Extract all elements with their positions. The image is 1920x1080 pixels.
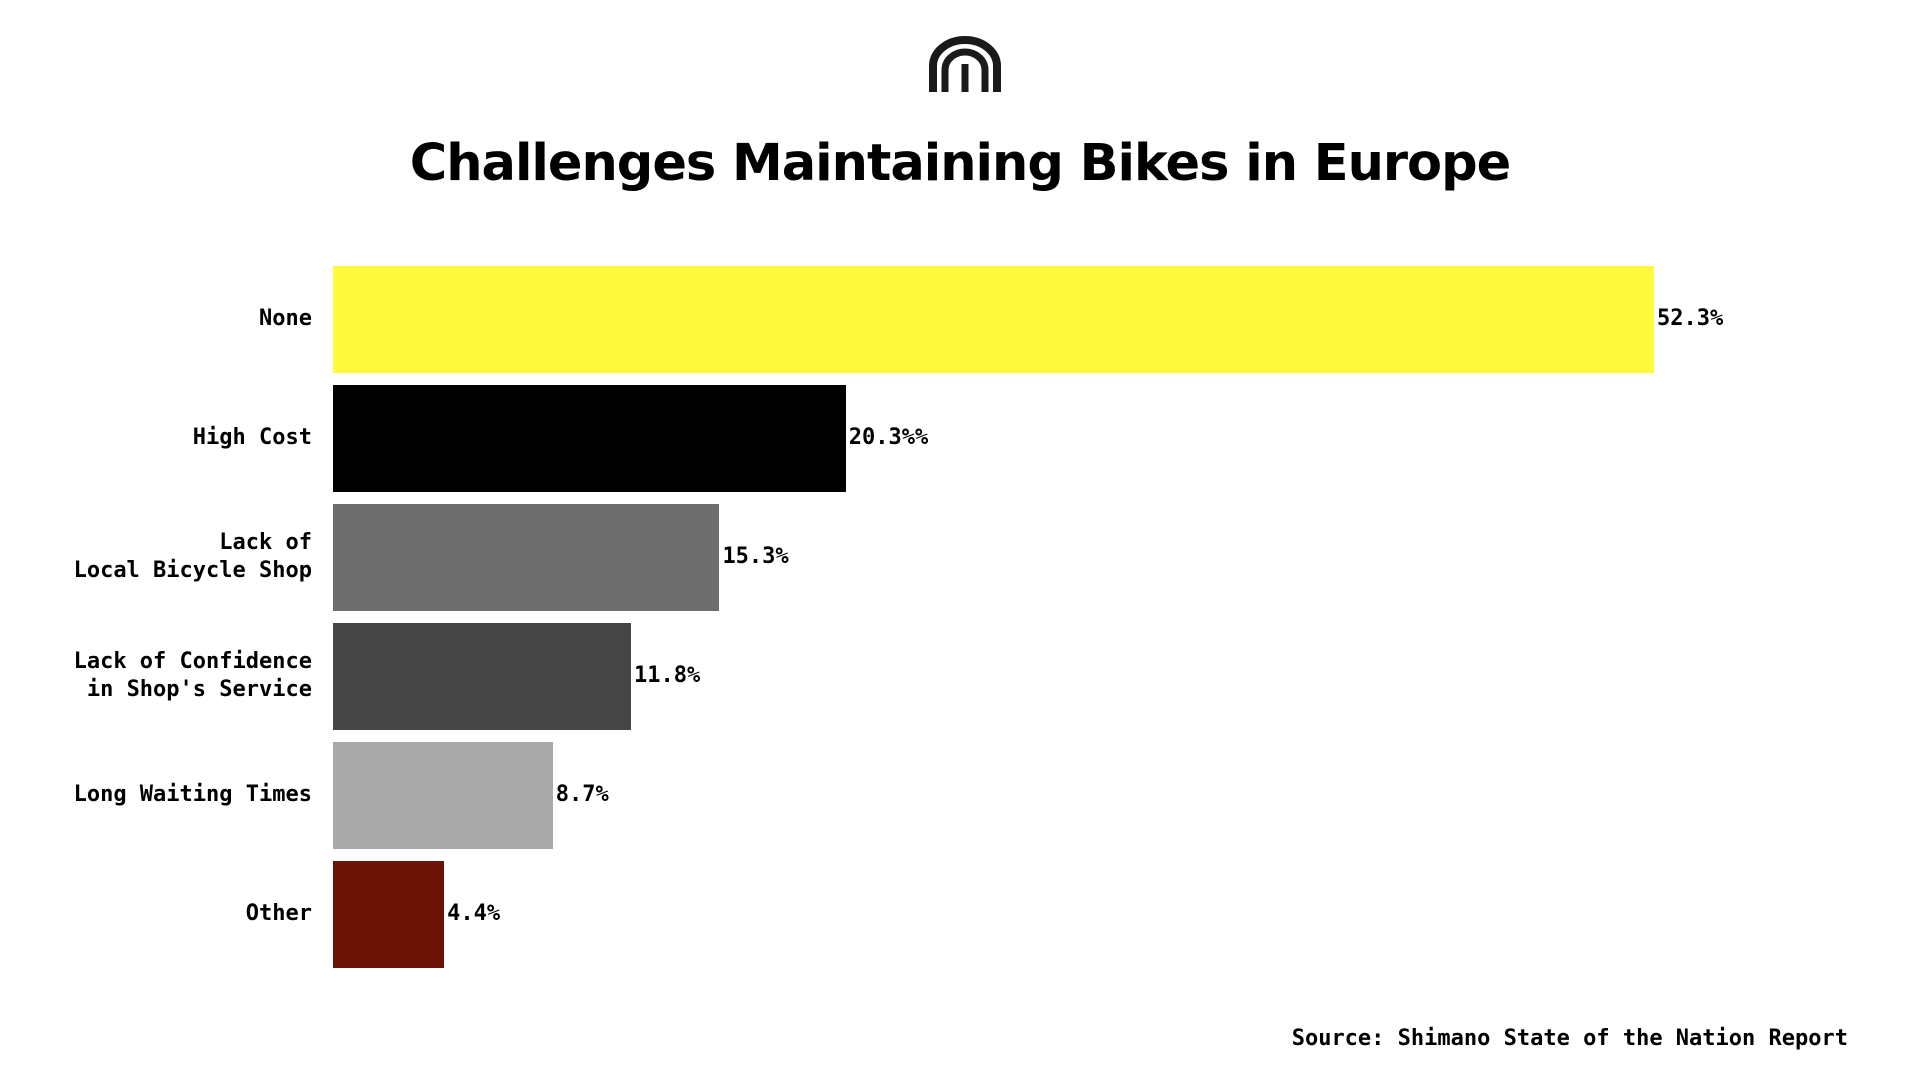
category-label-2: Lack of Local Bicycle Shop xyxy=(73,530,312,583)
category-label-1: High Cost xyxy=(192,425,312,450)
value-label-3: 11.8% xyxy=(634,663,701,688)
category-label-5: Other xyxy=(245,901,312,926)
value-label-4: 8.7% xyxy=(555,782,609,807)
category-label-3: Lack of Confidence in Shop's Service xyxy=(73,649,312,702)
bar-2 xyxy=(333,503,720,611)
brand-logo-icon xyxy=(929,36,1001,92)
bar-0 xyxy=(333,265,1654,373)
source-note: Source: Shimano State of the Nation Repo… xyxy=(1291,1026,1848,1051)
category-label-0: None xyxy=(259,306,312,331)
bar-3 xyxy=(333,622,632,730)
bar-1 xyxy=(333,384,846,492)
value-label-1: 20.3%% xyxy=(848,425,929,450)
bar-4 xyxy=(333,741,553,849)
bar-5 xyxy=(333,860,445,968)
value-label-2: 15.3% xyxy=(722,544,789,569)
value-label-0: 52.3% xyxy=(1657,306,1724,331)
category-label-4: Long Waiting Times xyxy=(73,782,312,807)
value-label-5: 4.4% xyxy=(447,901,501,926)
chart-title: Challenges Maintaining Bikes in Europe xyxy=(409,134,1511,193)
